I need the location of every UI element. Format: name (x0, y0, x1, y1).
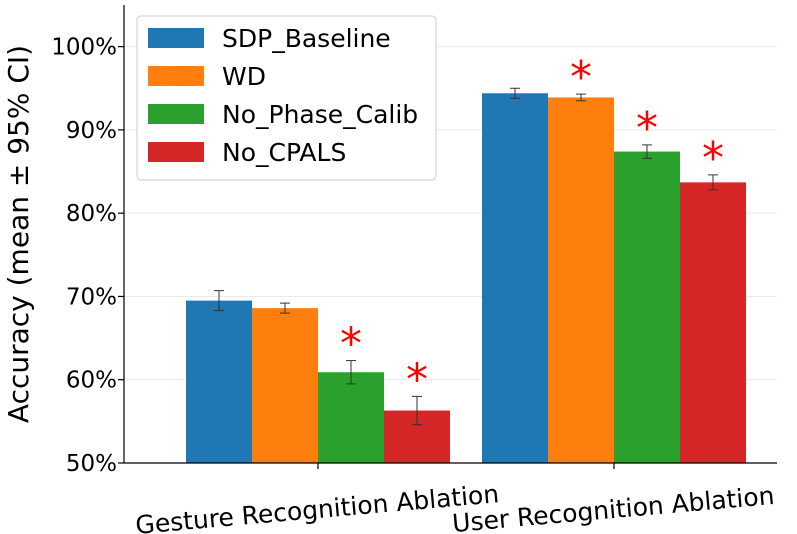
bar (318, 372, 384, 463)
legend-label: SDP_Baseline (222, 24, 391, 53)
y-tick-label: 50% (66, 451, 117, 477)
bar (186, 300, 252, 463)
significance-star: * (570, 52, 592, 103)
legend-swatch (148, 66, 204, 86)
legend-label: No_Phase_Calib (222, 100, 418, 129)
legend-swatch (148, 104, 204, 124)
bar (548, 97, 614, 463)
bar (252, 308, 318, 463)
x-tick-label: Gesture Recognition Ablation (134, 479, 500, 534)
bar (614, 151, 680, 463)
y-tick-label: 100% (51, 35, 117, 61)
significance-markers: * * * * * (340, 52, 724, 405)
legend: SDP_Baseline WD No_Phase_Calib No_CPALS (136, 15, 437, 181)
y-tick-label: 80% (66, 201, 117, 227)
legend-label: WD (222, 62, 266, 91)
y-tick-label: 90% (66, 118, 117, 144)
x-tick-label: User Recognition Ablation (451, 481, 776, 534)
legend-swatch (148, 28, 204, 48)
error-bars (214, 87, 718, 426)
y-axis-label: Accuracy (mean ± 95% CI) (2, 45, 35, 423)
legend-swatch (148, 142, 204, 162)
y-tick-label: 70% (66, 284, 117, 310)
significance-star: * (636, 103, 658, 154)
bar (680, 182, 746, 463)
significance-star: * (702, 133, 724, 184)
y-axis-ticks: 50% 60% 70% 80% 90% 100% (51, 35, 124, 477)
y-tick-label: 60% (66, 368, 117, 394)
significance-star: * (406, 354, 428, 405)
significance-star: * (340, 319, 362, 370)
legend-frame (136, 15, 437, 181)
legend-label: No_CPALS (222, 138, 346, 167)
bars (186, 93, 746, 463)
bar (482, 93, 548, 463)
